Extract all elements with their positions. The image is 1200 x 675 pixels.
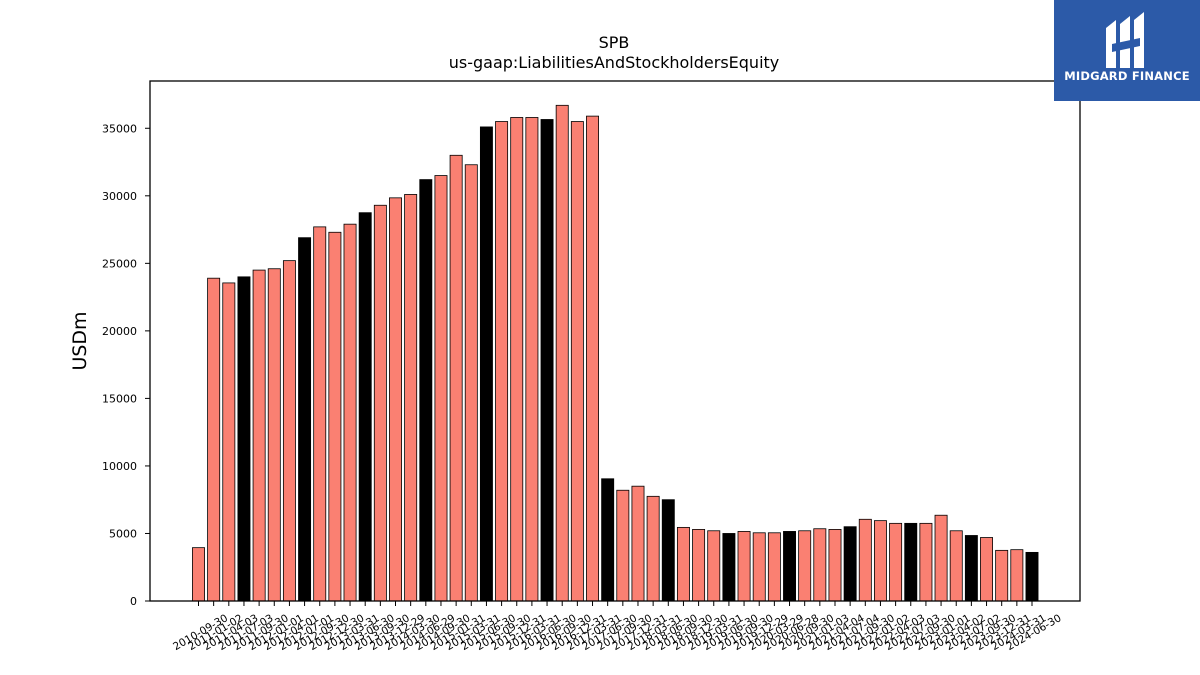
bar-2014-06-29 — [419, 179, 433, 602]
bar-2015-09-30 — [495, 121, 509, 602]
y-tick-label: 25000 — [102, 257, 137, 270]
chart-title: SPB — [599, 33, 630, 52]
bar-2020-03-29 — [767, 532, 781, 602]
chart-subtitle: us-gaap:LiabilitiesAndStockholdersEquity — [449, 53, 780, 72]
y-tick-label: 30000 — [102, 190, 137, 203]
plot-frame — [149, 80, 1081, 602]
bar-2023-12-31 — [995, 549, 1009, 602]
bar-2023-07-02 — [964, 535, 978, 602]
bar-2019-03-31 — [707, 530, 721, 602]
y-tick-label: 15000 — [102, 392, 137, 405]
x-axis: 2010-09-302011-01-022011-04-032011-07-03… — [171, 601, 1064, 653]
bar-2011-01-02 — [207, 277, 221, 602]
bar-2015-06-30 — [479, 126, 493, 602]
bar-2014-03-30 — [404, 194, 418, 602]
y-tick-label: 0 — [130, 595, 137, 608]
bar-2020-06-28 — [783, 531, 796, 602]
bar-2012-07-01 — [298, 237, 312, 602]
bar-2017-09-30 — [616, 489, 630, 602]
y-tick-label: 5000 — [109, 527, 137, 540]
bar-2022-01-02 — [873, 520, 887, 602]
bar-2010-09-30 — [192, 547, 205, 602]
y-axis-label: USDm — [69, 311, 91, 370]
bar-2019-09-30 — [737, 531, 751, 602]
bar-2021-07-04 — [843, 526, 857, 602]
bar-2013-06-30 — [358, 212, 372, 602]
bar-2013-12-29 — [389, 197, 402, 602]
bar-2017-12-31 — [631, 485, 645, 602]
bar-2018-06-30 — [661, 499, 675, 602]
bar-2024-06-30 — [1025, 551, 1039, 602]
midgard-mark-icon — [1106, 12, 1144, 68]
bar-2012-04-01 — [282, 260, 296, 602]
bar-2017-03-31 — [586, 115, 599, 602]
bar-2014-09-30 — [434, 175, 448, 602]
bar-2012-01-01 — [267, 268, 281, 602]
bar-2011-04-03 — [222, 282, 236, 602]
bar-2019-06-30 — [722, 533, 736, 602]
bar-2015-12-31 — [510, 117, 524, 602]
bar-2013-03-31 — [343, 223, 357, 602]
logo-text: MIDGARD FINANCE — [1064, 69, 1190, 83]
bar-2011-09-30 — [252, 269, 266, 602]
bars-group — [192, 104, 1039, 602]
bar-2022-07-03 — [904, 522, 918, 602]
bar-2018-12-30 — [692, 529, 706, 602]
bar-2016-09-30 — [555, 104, 569, 602]
midgard-finance-logo: MIDGARD FINANCE — [1054, 0, 1200, 101]
bar-2019-12-29 — [752, 532, 766, 602]
bar-2018-09-30 — [676, 526, 690, 602]
bar-2016-03-31 — [525, 117, 539, 602]
bar-2023-01-01 — [934, 514, 948, 602]
bar-2021-04-04 — [828, 529, 842, 602]
bar-2023-09-30 — [980, 537, 993, 602]
bar-2016-12-31 — [570, 121, 584, 602]
bar-2021-01-03 — [813, 528, 827, 602]
bar-2015-01-31 — [449, 154, 463, 602]
bar-2017-06-30 — [601, 478, 615, 602]
bar-2012-09-30 — [313, 226, 327, 602]
bar-2021-09-30 — [858, 518, 872, 602]
bar-2016-06-30 — [540, 119, 554, 602]
bar-2024-03-31 — [1010, 549, 1024, 602]
bar-2022-04-03 — [889, 522, 903, 602]
bar-2018-03-31 — [646, 495, 660, 602]
bar-2015-03-31 — [464, 164, 478, 602]
bar-2020-09-30 — [798, 530, 812, 602]
y-tick-label: 20000 — [102, 325, 137, 338]
y-tick-label: 10000 — [102, 460, 137, 473]
bar-2011-07-03 — [237, 276, 251, 602]
bar-2012-12-30 — [328, 231, 342, 602]
bar-2013-09-30 — [373, 204, 387, 602]
y-axis: 0 5000 10000 15000 20000 25000 30000 35000 — [102, 122, 150, 608]
bar-2022-09-30 — [919, 522, 933, 602]
bar-2023-04-02 — [949, 530, 963, 602]
y-tick-label: 35000 — [102, 122, 137, 135]
